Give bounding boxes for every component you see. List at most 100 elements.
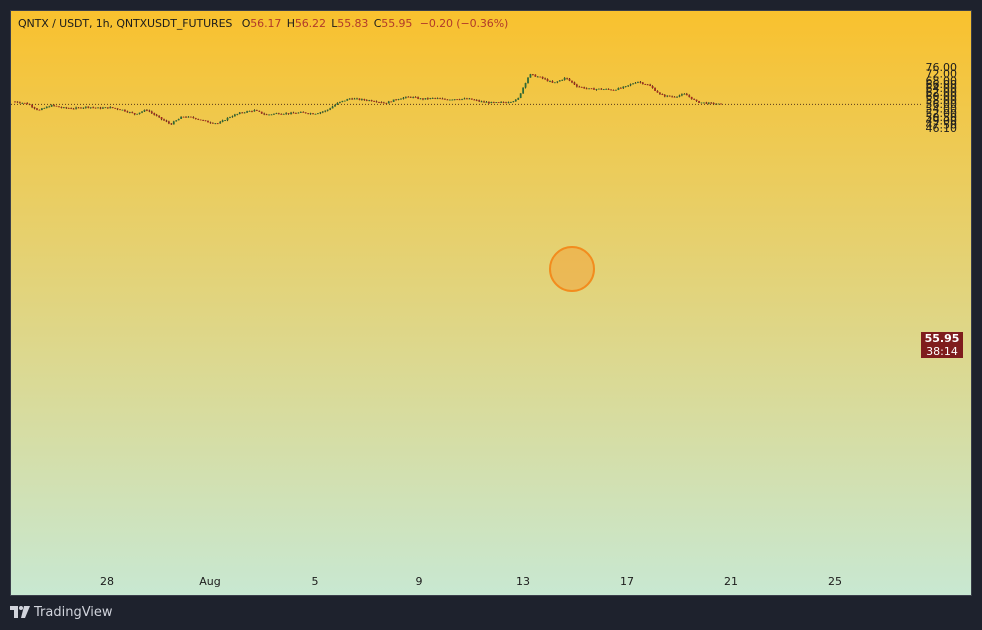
candle-body <box>397 99 400 100</box>
candle-body <box>419 98 422 100</box>
candle-body <box>192 117 195 119</box>
candle-body <box>470 98 473 100</box>
time-tick-label: 21 <box>724 575 738 588</box>
candle-body <box>573 82 576 85</box>
candle-body <box>334 104 336 107</box>
candle-body <box>700 102 703 104</box>
candle-body <box>531 74 534 75</box>
candle-body <box>656 90 659 93</box>
candle-body <box>646 84 649 86</box>
candle-body <box>72 108 75 110</box>
candle-body <box>527 77 529 84</box>
candle-body <box>221 120 224 122</box>
candle-body <box>649 84 652 87</box>
candle-body <box>241 112 244 114</box>
candle-body <box>360 99 363 100</box>
candle-body <box>358 98 361 100</box>
price-tick-label: 60.00 <box>926 90 958 103</box>
close-label: C <box>373 17 382 30</box>
price-chart[interactable]: 76.0072.0068.0066.0064.0062.0060.0058.00… <box>11 11 972 596</box>
candle-body <box>214 123 217 125</box>
candle-body <box>53 104 55 106</box>
candle-body <box>456 99 459 101</box>
candle-body <box>668 95 671 97</box>
candle-body <box>395 99 397 101</box>
candle-body <box>23 102 26 104</box>
candle-body <box>277 113 280 115</box>
candle-body <box>497 102 500 103</box>
candle-body <box>544 78 547 80</box>
brand-label[interactable]: TradingView <box>34 604 113 620</box>
open-value: 56.17 <box>250 17 282 30</box>
candle-body <box>189 116 192 118</box>
candle-body <box>231 116 234 118</box>
candle-body <box>365 100 368 101</box>
price-tick-label: 52.00 <box>926 107 958 120</box>
candle-body <box>55 105 58 107</box>
drawing-marker-circle[interactable] <box>549 246 595 292</box>
candle-body <box>80 107 82 109</box>
candle-body <box>624 86 627 87</box>
price-axis[interactable]: 76.0072.0068.0066.0064.0062.0060.0058.00… <box>926 61 958 135</box>
time-axis[interactable]: 28 Aug 5 9 13 17 21 25 <box>100 575 842 588</box>
candle-body <box>541 76 544 79</box>
candle-body <box>285 113 288 114</box>
candle-body <box>248 111 251 112</box>
candle-body <box>158 115 161 118</box>
candle-body <box>446 99 449 101</box>
candle-body <box>226 117 229 121</box>
symbol-label[interactable]: QNTX / USDT, 1h, QNTXUSDT_FUTURES <box>18 17 233 30</box>
candle-body <box>351 98 354 100</box>
candle-body <box>314 113 317 115</box>
candle-body <box>45 106 48 109</box>
candle-body <box>199 119 202 121</box>
candle-body <box>666 95 669 97</box>
candle-body <box>478 100 481 102</box>
candle-body <box>236 113 239 115</box>
candle-body <box>529 74 532 78</box>
candle-body <box>458 99 461 101</box>
price-tick-label: 54.00 <box>926 103 958 116</box>
candle-body <box>77 107 80 109</box>
candle-body <box>65 107 68 109</box>
candle-body <box>566 77 568 79</box>
candle-body <box>321 111 324 113</box>
chart-panel[interactable]: 76.00 72.00 68.00 66.00 64.00 62.00 60.00 58.00… <box>10 10 972 596</box>
candle-body <box>163 119 165 121</box>
low-value: 55.83 <box>337 17 369 30</box>
candle-body <box>343 100 346 102</box>
candle-body <box>131 112 134 114</box>
candle-body <box>229 117 231 118</box>
candle-body <box>50 104 53 107</box>
candle-body <box>583 87 586 89</box>
candle-body <box>575 84 578 87</box>
candle-body <box>92 107 95 109</box>
candle-body <box>14 101 16 103</box>
candle-body <box>204 120 207 122</box>
candle-body <box>104 107 107 109</box>
candle-body <box>40 108 43 110</box>
candle-body <box>617 87 620 90</box>
candle-body <box>695 99 698 102</box>
candle-body <box>378 101 380 103</box>
candle-body <box>260 111 263 114</box>
candle-body <box>155 114 158 116</box>
candle-body <box>168 121 170 124</box>
candle-body <box>641 82 644 85</box>
candle-body <box>551 81 554 83</box>
candle-body <box>698 101 700 103</box>
candle-body <box>514 99 517 102</box>
candle-body <box>187 116 190 118</box>
candle-body <box>431 98 434 99</box>
candle-body <box>89 107 92 109</box>
candle-body <box>717 103 720 105</box>
candle-body <box>246 111 248 113</box>
candle-body <box>150 111 153 114</box>
candle-body <box>33 107 36 109</box>
candle-body <box>331 106 334 109</box>
candle-body <box>209 122 212 124</box>
candle-body <box>297 112 300 114</box>
candle-body <box>38 109 41 111</box>
candle-body <box>21 102 24 104</box>
candle-body <box>148 110 151 112</box>
